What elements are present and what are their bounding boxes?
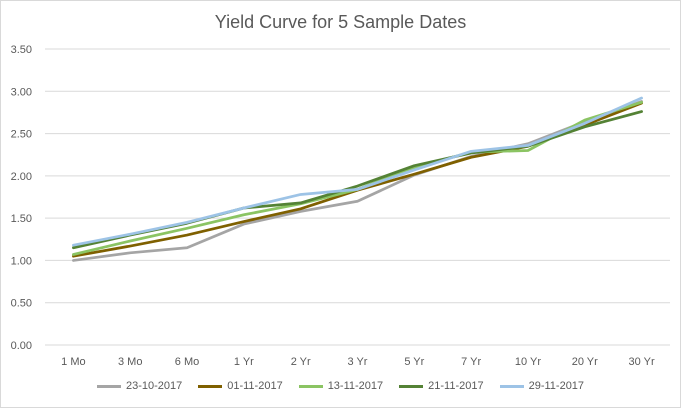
x-tick-label: 2 Yr xyxy=(291,356,311,368)
x-tick-label: 3 Yr xyxy=(348,356,368,368)
y-tick-label: 2.00 xyxy=(11,171,32,183)
y-tick-label: 2.50 xyxy=(11,129,32,141)
legend-label: 21-11-2017 xyxy=(428,380,484,392)
series-lines xyxy=(72,96,643,262)
legend-swatch xyxy=(298,384,323,388)
legend-label: 29-11-2017 xyxy=(528,380,585,392)
x-tick-label: 20 Yr xyxy=(572,356,598,368)
legend-item: 01-11-2017 xyxy=(198,380,283,392)
y-tick-label: 1.00 xyxy=(11,255,32,267)
y-tick-label: 3.00 xyxy=(11,86,32,98)
x-tick-label: 7 Yr xyxy=(461,356,481,368)
x-axis-ticks: 1 Mo 3 Mo 6 Mo 1 Yr 2 Yr 3 Yr 5 Yr 7 Yr 10 Yr 20 … xyxy=(61,356,655,368)
series-line-13-11-2017 xyxy=(72,100,643,256)
x-tick-label: 30 Yr xyxy=(629,356,655,368)
x-tick-label: 5 Yr xyxy=(404,356,424,368)
y-tick-label: 3.50 xyxy=(11,44,32,56)
series-line-23-10-2017 xyxy=(72,100,643,262)
gridlines xyxy=(45,48,670,346)
series-line-29-11-2017 xyxy=(72,96,643,247)
x-tick-label: 10 Yr xyxy=(515,356,541,368)
y-tick-label: 1.50 xyxy=(11,213,32,225)
x-tick-label: 1 Mo xyxy=(61,356,85,368)
legend-swatch xyxy=(399,384,424,388)
legend-item: 23-10-2017 xyxy=(96,380,183,392)
legend-swatch xyxy=(198,384,223,388)
x-tick-label: 1 Yr xyxy=(234,356,254,368)
y-axis-ticks: 0.00 0.50 1.00 1.50 2.00 2.50 3.00 3.50 xyxy=(11,44,32,352)
legend-item: 13-11-2017 xyxy=(298,380,384,392)
legend-label: 01-11-2017 xyxy=(227,380,283,392)
x-tick-label: 3 Mo xyxy=(118,356,142,368)
x-tick-label: 6 Mo xyxy=(175,356,199,368)
legend-item: 29-11-2017 xyxy=(499,380,585,392)
legend-label: 23-10-2017 xyxy=(125,380,183,392)
legend-item: 21-11-2017 xyxy=(399,380,484,392)
legend-swatch xyxy=(499,384,524,388)
chart-title: Yield Curve for 5 Sample Dates xyxy=(214,12,467,32)
y-tick-label: 0.50 xyxy=(11,298,32,310)
chart-legend: 23-10-2017 01-11-2017 13-11-2017 21-11-2017… xyxy=(0,380,681,392)
y-tick-label: 0.00 xyxy=(11,340,32,352)
legend-swatch xyxy=(96,384,121,388)
legend-label: 13-11-2017 xyxy=(327,380,384,392)
